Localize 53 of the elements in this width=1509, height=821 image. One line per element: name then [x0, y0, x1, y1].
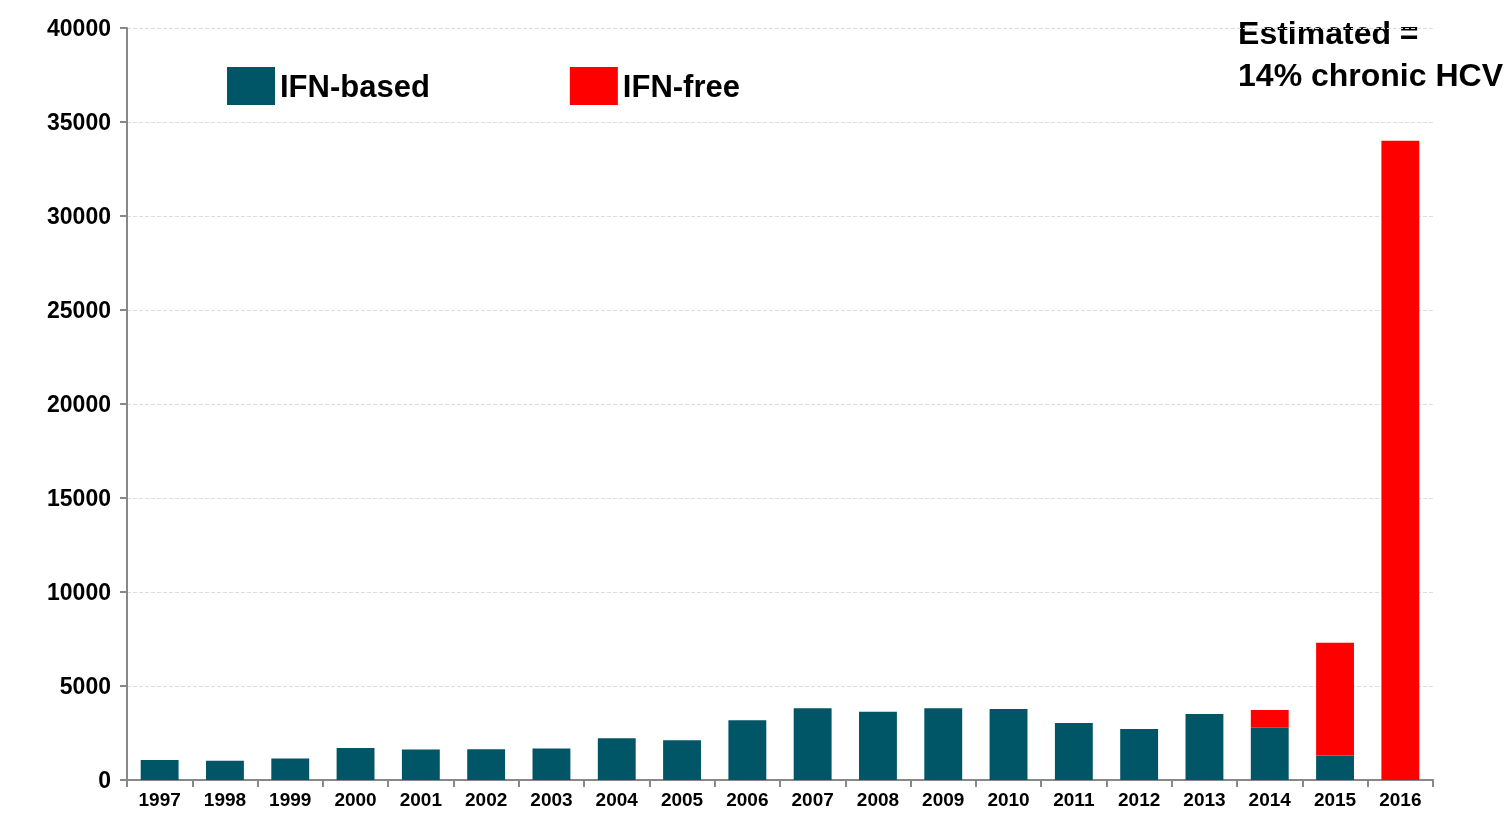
bar	[793, 708, 832, 780]
y-tick-label: 5000	[59, 673, 111, 699]
bar	[206, 760, 244, 780]
bar	[1054, 723, 1093, 780]
x-tick-label: 2016	[1379, 789, 1422, 810]
legend-label: IFN-based	[280, 68, 430, 104]
x-tick-label: 2001	[399, 789, 443, 810]
bar	[336, 748, 375, 780]
bar	[1185, 714, 1224, 780]
bar	[271, 758, 310, 780]
legend-label: IFN-free	[622, 68, 740, 104]
y-tick-label: 40000	[47, 15, 111, 41]
x-tick-label: 2006	[726, 789, 769, 810]
x-tick-label: 1999	[269, 789, 312, 810]
bar	[401, 749, 440, 780]
bar	[924, 708, 963, 780]
bar	[989, 708, 1028, 780]
bar	[1381, 140, 1420, 780]
bar	[1316, 755, 1354, 780]
bar	[1120, 729, 1159, 780]
bar	[663, 740, 701, 780]
x-tick-label: 2012	[1118, 789, 1161, 810]
x-tick-label: 2004	[595, 789, 639, 810]
x-tick-label: 2009	[922, 789, 965, 810]
x-tick-label: 2002	[465, 789, 508, 810]
x-tick-label: 2015	[1313, 789, 1357, 810]
x-tick-label: 2008	[856, 789, 900, 810]
y-tick-label: 10000	[47, 579, 111, 605]
bar	[140, 759, 179, 780]
bar	[1250, 727, 1289, 780]
x-tick-label: 2010	[987, 789, 1030, 810]
x-tick-label: 2013	[1183, 789, 1226, 810]
x-tick-label: 2005	[660, 789, 704, 810]
bar	[728, 720, 767, 780]
bar	[532, 748, 571, 780]
y-tick-label: 30000	[47, 203, 111, 229]
bar	[467, 749, 506, 780]
x-tick-label: 2003	[530, 789, 573, 810]
bar	[1316, 642, 1354, 756]
bar	[1250, 709, 1289, 728]
x-tick-label: 2000	[334, 789, 377, 810]
x-tick-label: 1998	[203, 789, 247, 810]
y-tick-label: 20000	[47, 391, 111, 417]
x-tick-label: 2011	[1053, 789, 1095, 810]
bar	[859, 711, 897, 780]
x-tick-label: 2007	[791, 789, 834, 810]
x-tick-label: 2014	[1248, 789, 1292, 810]
y-tick-label: 15000	[47, 485, 111, 511]
x-tick-label: 1997	[138, 789, 181, 810]
y-tick-label: 25000	[47, 297, 111, 323]
y-tick-label: 0	[98, 767, 111, 793]
bar	[597, 738, 636, 780]
y-tick-label: 35000	[47, 109, 111, 135]
